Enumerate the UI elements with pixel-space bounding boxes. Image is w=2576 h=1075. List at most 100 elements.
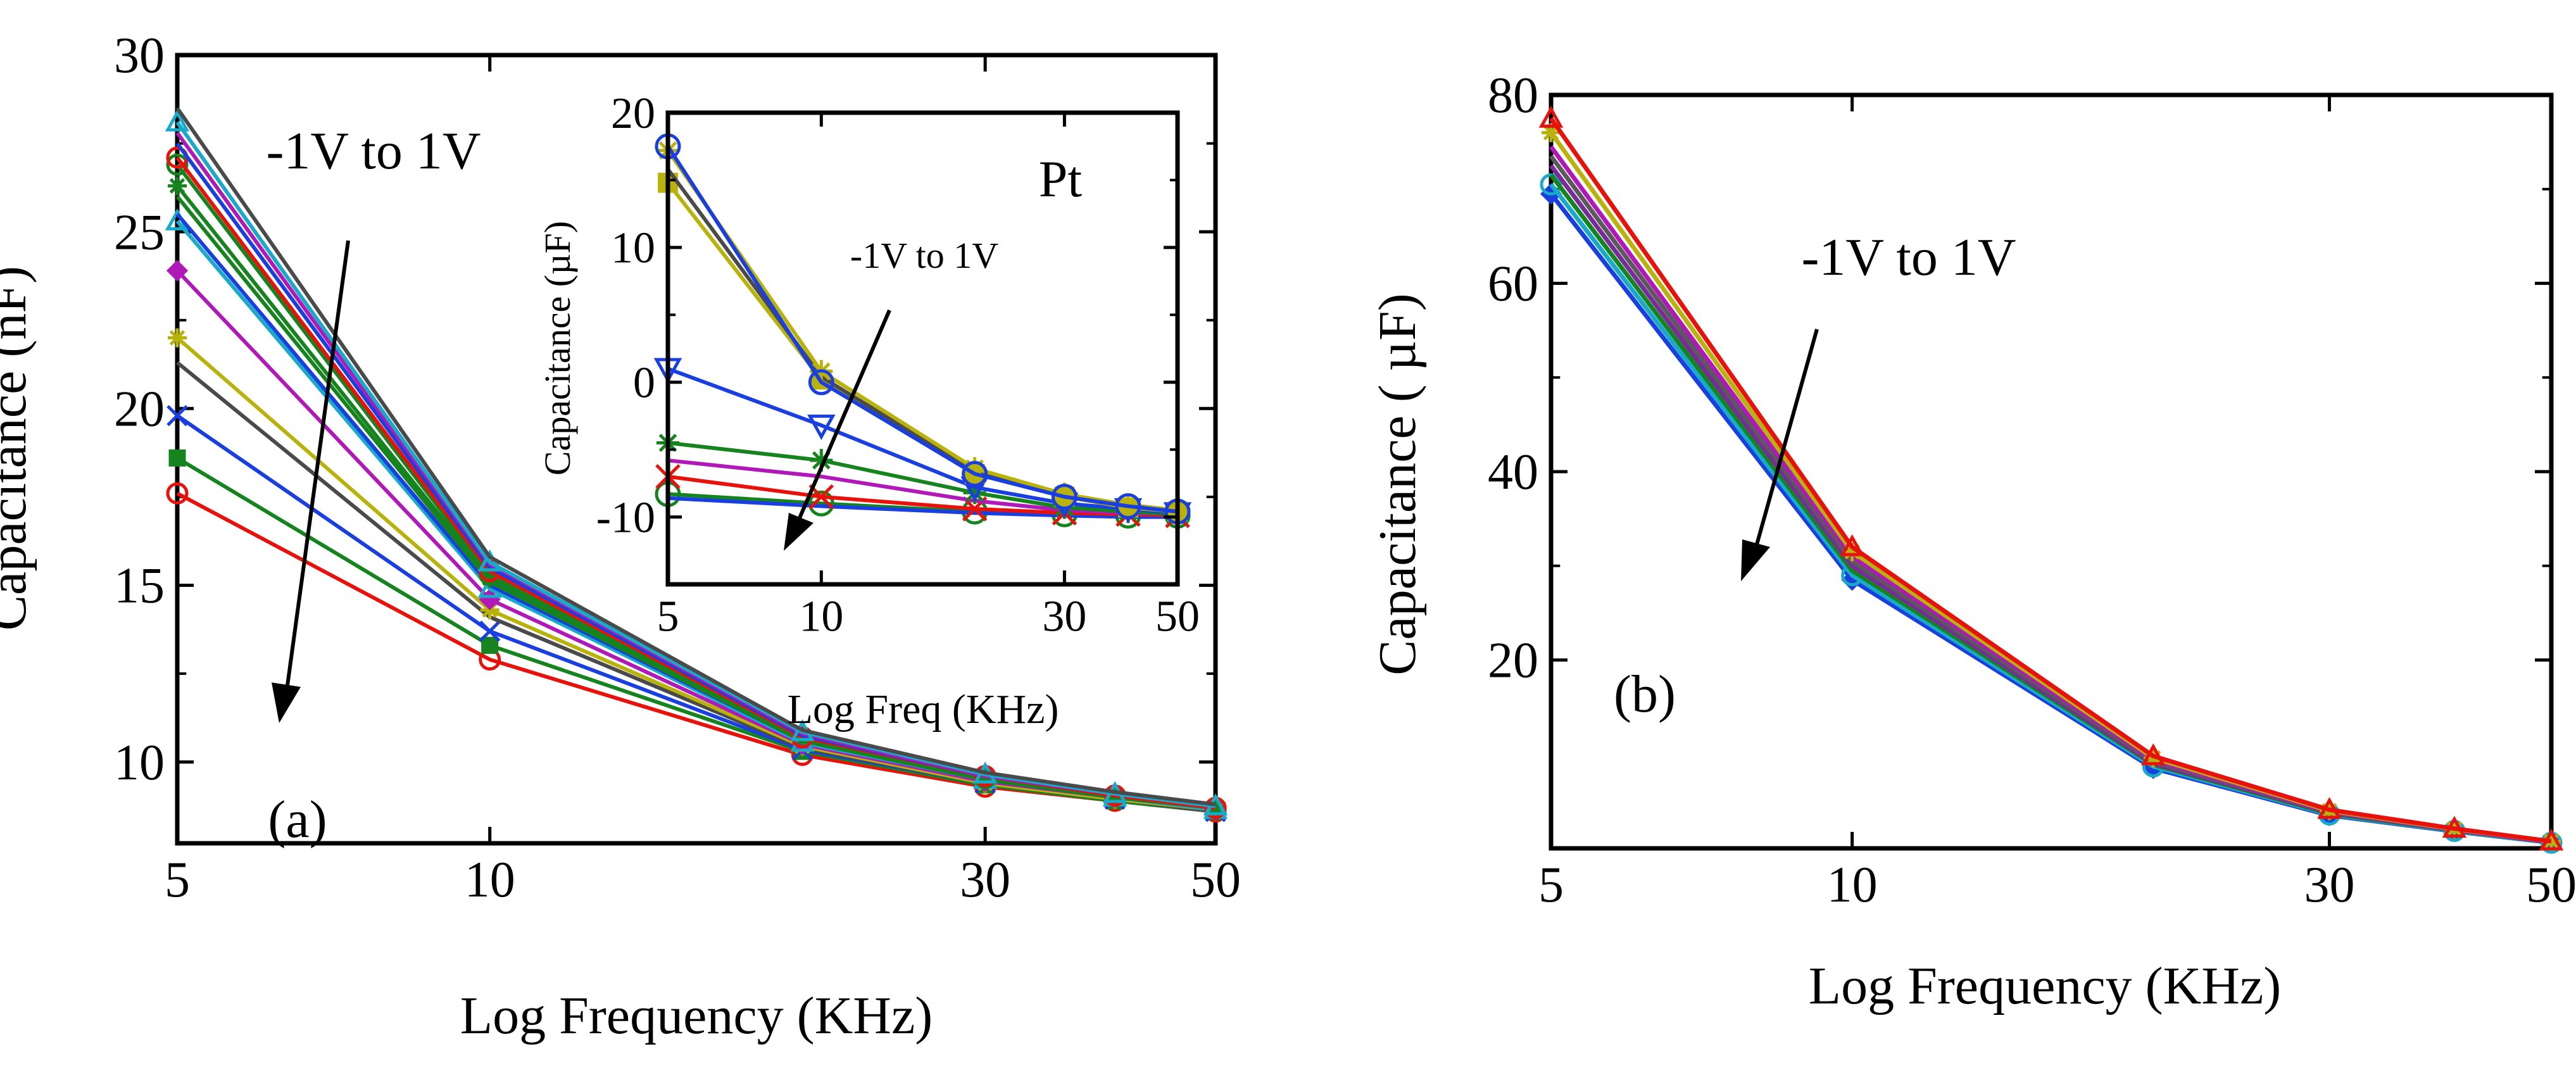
data-point bbox=[166, 482, 189, 505]
x-tick-label: 5 bbox=[165, 852, 190, 908]
data-point bbox=[810, 449, 833, 472]
data-point bbox=[2317, 796, 2342, 819]
series-b2 bbox=[1540, 173, 2563, 854]
y-tick-label: 15 bbox=[114, 558, 165, 614]
series-line bbox=[1549, 117, 2552, 844]
y-tick-label: 0 bbox=[633, 359, 655, 408]
inset-label-pt: Pt bbox=[1039, 150, 1083, 208]
inset-series bbox=[653, 133, 1192, 529]
x-tick-label: 50 bbox=[2526, 857, 2576, 913]
panel-a-annotation: -1V to 1V bbox=[266, 122, 481, 180]
series-b5 bbox=[1549, 154, 2552, 845]
panel-b-ticks: 5 10 30 50 20 40 60 80 bbox=[1488, 68, 2576, 913]
data-point bbox=[165, 109, 190, 132]
x-tick-label: 10 bbox=[465, 852, 515, 908]
data-point bbox=[963, 481, 986, 505]
data-point bbox=[808, 369, 834, 396]
x-tick-label: 30 bbox=[2304, 857, 2354, 913]
inset-x-axis-label: Log Freq (KHz) bbox=[788, 686, 1059, 732]
y-tick-label: 20 bbox=[611, 89, 655, 138]
data-point bbox=[2539, 828, 2564, 851]
data-point bbox=[168, 449, 186, 467]
x-tick-label: 5 bbox=[1538, 857, 1564, 913]
y-tick-label: 10 bbox=[114, 735, 165, 791]
panel-a-y-axis-label: Capacitance (nF) bbox=[0, 266, 37, 631]
panel-b-label: (b) bbox=[1614, 665, 1676, 724]
data-point bbox=[479, 620, 501, 642]
panel-a-label: (a) bbox=[268, 790, 327, 849]
series-line bbox=[1549, 154, 2552, 845]
data-point bbox=[1115, 493, 1141, 520]
y-tick-label: -10 bbox=[596, 493, 655, 542]
series-line bbox=[1549, 145, 2552, 845]
panel-a-x-axis-label: Log Frequency (KHz) bbox=[460, 986, 933, 1045]
data-point bbox=[808, 490, 834, 517]
series-s16 bbox=[175, 106, 1216, 807]
data-point bbox=[1542, 123, 1561, 142]
data-point bbox=[480, 569, 499, 588]
data-point bbox=[166, 153, 189, 176]
series-b1 bbox=[1540, 183, 2563, 854]
data-point bbox=[168, 176, 187, 196]
inset-annotation: -1V to 1V bbox=[850, 235, 998, 276]
y-tick-label: 80 bbox=[1488, 68, 1538, 123]
y-tick-label: 30 bbox=[114, 28, 165, 84]
panel-b-annotation: -1V to 1V bbox=[1801, 228, 2016, 287]
inset-ticks: 5 10 30 50 -10 0 10 20 bbox=[596, 89, 1200, 641]
panel-a-arrow bbox=[272, 240, 350, 723]
x-tick-label: 30 bbox=[960, 852, 1010, 908]
series-line bbox=[1549, 183, 2552, 845]
series-line bbox=[175, 106, 1216, 807]
data-point bbox=[2442, 815, 2467, 838]
data-point bbox=[168, 328, 187, 348]
panel-b: 5 10 30 50 20 40 60 80 Capacitance ( µF) Log Fr… bbox=[1368, 68, 2576, 1015]
y-tick-label: 10 bbox=[611, 224, 655, 273]
x-tick-label: 10 bbox=[1827, 857, 1878, 913]
series-b4 bbox=[1549, 164, 2552, 845]
series-b6 bbox=[1549, 145, 2552, 845]
panel-b-frame bbox=[1549, 92, 2554, 851]
series-line bbox=[666, 145, 1178, 514]
series-line bbox=[1549, 173, 2552, 845]
data-point bbox=[962, 460, 988, 487]
panel-b-y-axis-label: Capacitance ( µF) bbox=[1368, 293, 1427, 675]
y-tick-label: 20 bbox=[114, 381, 165, 437]
series-b3 bbox=[1549, 173, 2552, 845]
inset-y-axis-label: Capacitance (µF) bbox=[537, 221, 578, 475]
data-point bbox=[963, 456, 986, 480]
data-point bbox=[481, 636, 499, 654]
data-point bbox=[166, 260, 189, 282]
panel-a-series bbox=[165, 106, 1228, 823]
series-line bbox=[1549, 131, 2552, 844]
inset-frame bbox=[665, 110, 1180, 587]
series-b7 bbox=[1542, 123, 2561, 851]
panel-b-series bbox=[1538, 106, 2564, 854]
x-tick-label: 50 bbox=[1190, 852, 1241, 908]
data-point bbox=[166, 405, 188, 427]
x-tick-label: 10 bbox=[799, 593, 843, 641]
data-point bbox=[2542, 831, 2561, 851]
data-point bbox=[2141, 743, 2166, 765]
series-line bbox=[1549, 192, 2552, 845]
inset-arrow bbox=[784, 309, 891, 551]
y-tick-label: 60 bbox=[1488, 256, 1538, 312]
y-tick-label: 25 bbox=[114, 204, 165, 260]
data-point bbox=[1051, 484, 1078, 510]
x-tick-label: 50 bbox=[1155, 593, 1200, 641]
series-line bbox=[1549, 164, 2552, 845]
panel-b-x-axis-label: Log Frequency (KHz) bbox=[1809, 957, 2281, 1015]
x-tick-label: 30 bbox=[1042, 593, 1086, 641]
data-point bbox=[807, 414, 836, 440]
data-point bbox=[1053, 482, 1076, 506]
panel-a-inset: 5 10 30 50 -10 0 10 20 Capacitance (µF) Log Fre… bbox=[537, 89, 1200, 732]
data-point bbox=[1538, 106, 1564, 128]
x-tick-label: 5 bbox=[657, 593, 679, 641]
panel-a-frame bbox=[175, 53, 1218, 846]
data-point bbox=[1840, 534, 1864, 556]
data-point bbox=[1842, 542, 1862, 562]
panel-b-arrow bbox=[1741, 329, 1819, 581]
